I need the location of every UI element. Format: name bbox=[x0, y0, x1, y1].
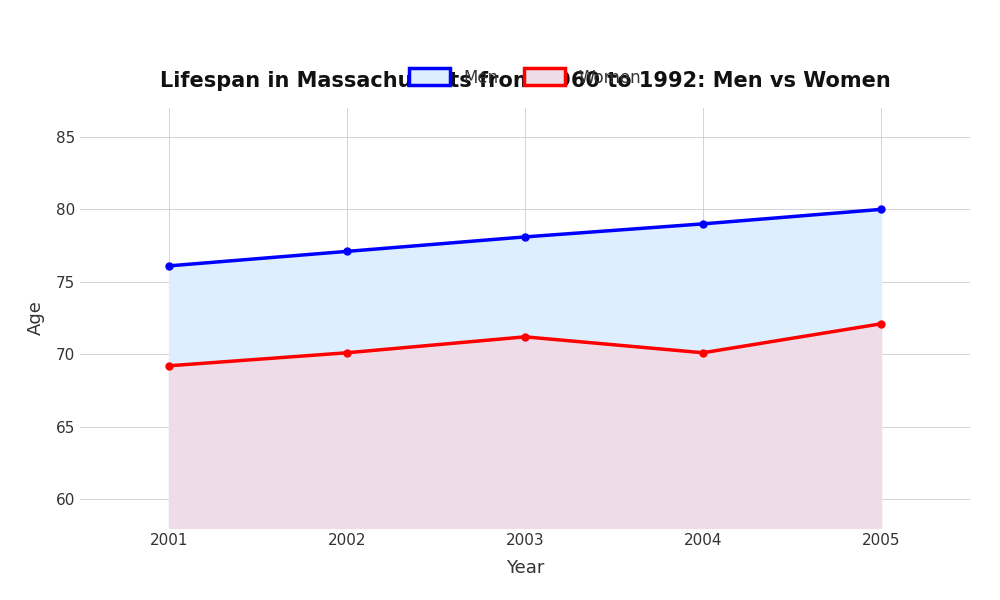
Legend: Men, Women: Men, Women bbox=[402, 62, 648, 93]
Y-axis label: Age: Age bbox=[27, 301, 45, 335]
X-axis label: Year: Year bbox=[506, 559, 544, 577]
Title: Lifespan in Massachusetts from 1960 to 1992: Men vs Women: Lifespan in Massachusetts from 1960 to 1… bbox=[160, 71, 890, 91]
